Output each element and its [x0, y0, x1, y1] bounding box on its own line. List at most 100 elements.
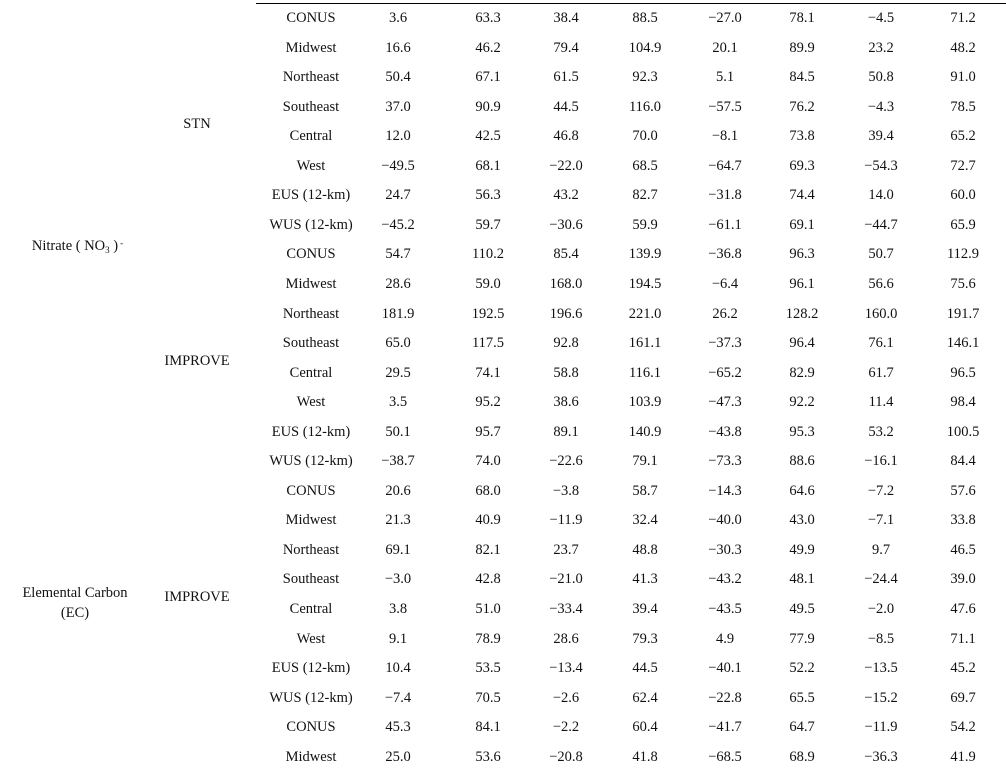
value-cell: 68.5 [632, 157, 658, 174]
value-cell: 14.0 [868, 187, 894, 204]
network-label: IMPROVE [164, 589, 230, 605]
value-cell: 63.3 [475, 10, 501, 26]
value-cell: 43.2 [553, 187, 579, 204]
value-cell: 98.4 [950, 394, 976, 411]
value-cell: 160.0 [864, 305, 898, 322]
value-cell: 48.1 [789, 571, 815, 588]
value-cell: 48.2 [950, 39, 976, 56]
value-cell: 90.9 [475, 98, 501, 115]
value-cell: 52.2 [789, 660, 815, 677]
value-cell: 60.4 [632, 719, 658, 736]
region-cell: Southeast [282, 98, 340, 115]
value-cell: −47.3 [708, 394, 742, 411]
value-cell: −22.0 [549, 157, 583, 174]
value-cell: 61.5 [553, 69, 579, 86]
value-cell: −11.9 [864, 719, 898, 736]
value-cell: 50.8 [868, 69, 894, 86]
species-abbrev-line: (EC) [60, 605, 90, 621]
value-cell: 191.7 [946, 305, 980, 322]
region-cell: CONUS [286, 719, 336, 736]
value-cell: −3.0 [384, 571, 412, 588]
value-cell: 54.2 [950, 719, 976, 736]
value-cell: 41.9 [950, 748, 976, 765]
value-cell: 59.9 [632, 216, 658, 233]
value-cell: 25.0 [385, 748, 411, 765]
value-cell: 95.3 [789, 423, 815, 440]
value-cell: 69.3 [789, 157, 815, 174]
value-cell: 9.7 [871, 541, 891, 558]
value-cell: 53.2 [868, 423, 894, 440]
value-cell: 9.1 [388, 630, 408, 647]
value-cell: 56.6 [868, 275, 894, 292]
region-cell: Northeast [282, 541, 340, 558]
value-cell: −20.8 [549, 748, 583, 765]
value-cell: 39.0 [950, 571, 976, 588]
value-cell: −2.6 [552, 689, 580, 706]
region-cell: Midwest [285, 39, 337, 56]
value-cell: −73.3 [708, 453, 742, 470]
value-cell: 89.1 [553, 423, 579, 440]
value-cell: 73.8 [789, 128, 815, 145]
value-cell: 146.1 [946, 335, 980, 352]
value-cell: −30.6 [549, 216, 583, 233]
region-cell: CONUS [286, 10, 336, 26]
value-cell: −38.7 [381, 453, 415, 470]
value-cell: −3.8 [552, 482, 580, 499]
value-cell: −43.2 [708, 571, 742, 588]
value-cell: 96.3 [789, 246, 815, 263]
value-cell: 82.9 [789, 364, 815, 381]
value-cell: 20.1 [712, 39, 738, 56]
value-cell: 194.5 [628, 275, 662, 292]
value-cell: 47.6 [950, 601, 976, 617]
value-cell: 96.1 [789, 275, 815, 292]
value-cell: 68.0 [475, 482, 501, 499]
value-cell: 221.0 [628, 305, 662, 322]
value-cell: 65.0 [385, 335, 411, 352]
value-cell: 48.8 [632, 541, 658, 558]
value-cell: 64.7 [789, 719, 815, 736]
value-cell: −45.2 [381, 216, 415, 233]
value-cell: 65.5 [789, 689, 815, 706]
value-cell: 50.4 [385, 69, 411, 86]
value-cell: 84.1 [475, 719, 501, 736]
value-cell: 92.8 [553, 335, 579, 352]
value-cell: 26.2 [712, 305, 738, 322]
value-cell: −13.4 [549, 660, 583, 677]
value-cell: −43.8 [708, 423, 742, 440]
value-cell: 39.4 [868, 128, 894, 145]
value-cell: 21.3 [385, 512, 411, 529]
value-cell: 38.4 [553, 10, 579, 26]
value-cell: 59.0 [475, 275, 501, 292]
value-cell: −13.5 [864, 660, 898, 677]
value-cell: 69.1 [789, 216, 815, 233]
value-cell: −33.4 [549, 601, 583, 617]
region-cell: EUS (12-km) [271, 423, 351, 440]
region-cell: WUS (12-km) [269, 689, 353, 706]
value-cell: 46.2 [475, 39, 501, 56]
value-cell: −64.7 [708, 157, 742, 174]
value-cell: 76.1 [868, 335, 894, 352]
value-cell: 59.7 [475, 216, 501, 233]
value-cell: 3.6 [388, 10, 408, 26]
value-cell: −27.0 [708, 10, 742, 26]
value-cell: 74.0 [475, 453, 501, 470]
value-cell: 38.6 [553, 394, 579, 411]
value-cell: 11.4 [868, 394, 894, 411]
value-cell: 37.0 [385, 98, 411, 115]
value-cell: 53.5 [475, 660, 501, 677]
region-cell: Midwest [285, 275, 337, 292]
value-cell: 88.6 [789, 453, 815, 470]
species-label: Nitrate ( NO3- ) [32, 236, 123, 260]
value-cell: 43.0 [789, 512, 815, 529]
value-cell: −16.1 [864, 453, 898, 470]
value-cell: 112.9 [946, 246, 980, 263]
value-cell: 49.9 [789, 541, 815, 558]
value-cell: −15.2 [864, 689, 898, 706]
value-cell: 192.5 [471, 305, 505, 322]
value-cell: 50.1 [385, 423, 411, 440]
value-cell: 70.5 [475, 689, 501, 706]
value-cell: 24.7 [385, 187, 411, 204]
value-cell: 74.1 [475, 364, 501, 381]
region-cell: Midwest [285, 512, 337, 529]
value-cell: 78.9 [475, 630, 501, 647]
